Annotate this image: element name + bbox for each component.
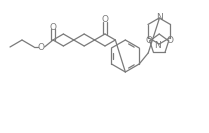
Text: O: O (50, 23, 56, 32)
Text: O: O (145, 36, 152, 45)
Text: O: O (166, 36, 173, 45)
Text: N: N (156, 14, 163, 22)
Text: O: O (37, 43, 45, 51)
Text: O: O (101, 16, 108, 24)
Text: N: N (154, 41, 161, 49)
